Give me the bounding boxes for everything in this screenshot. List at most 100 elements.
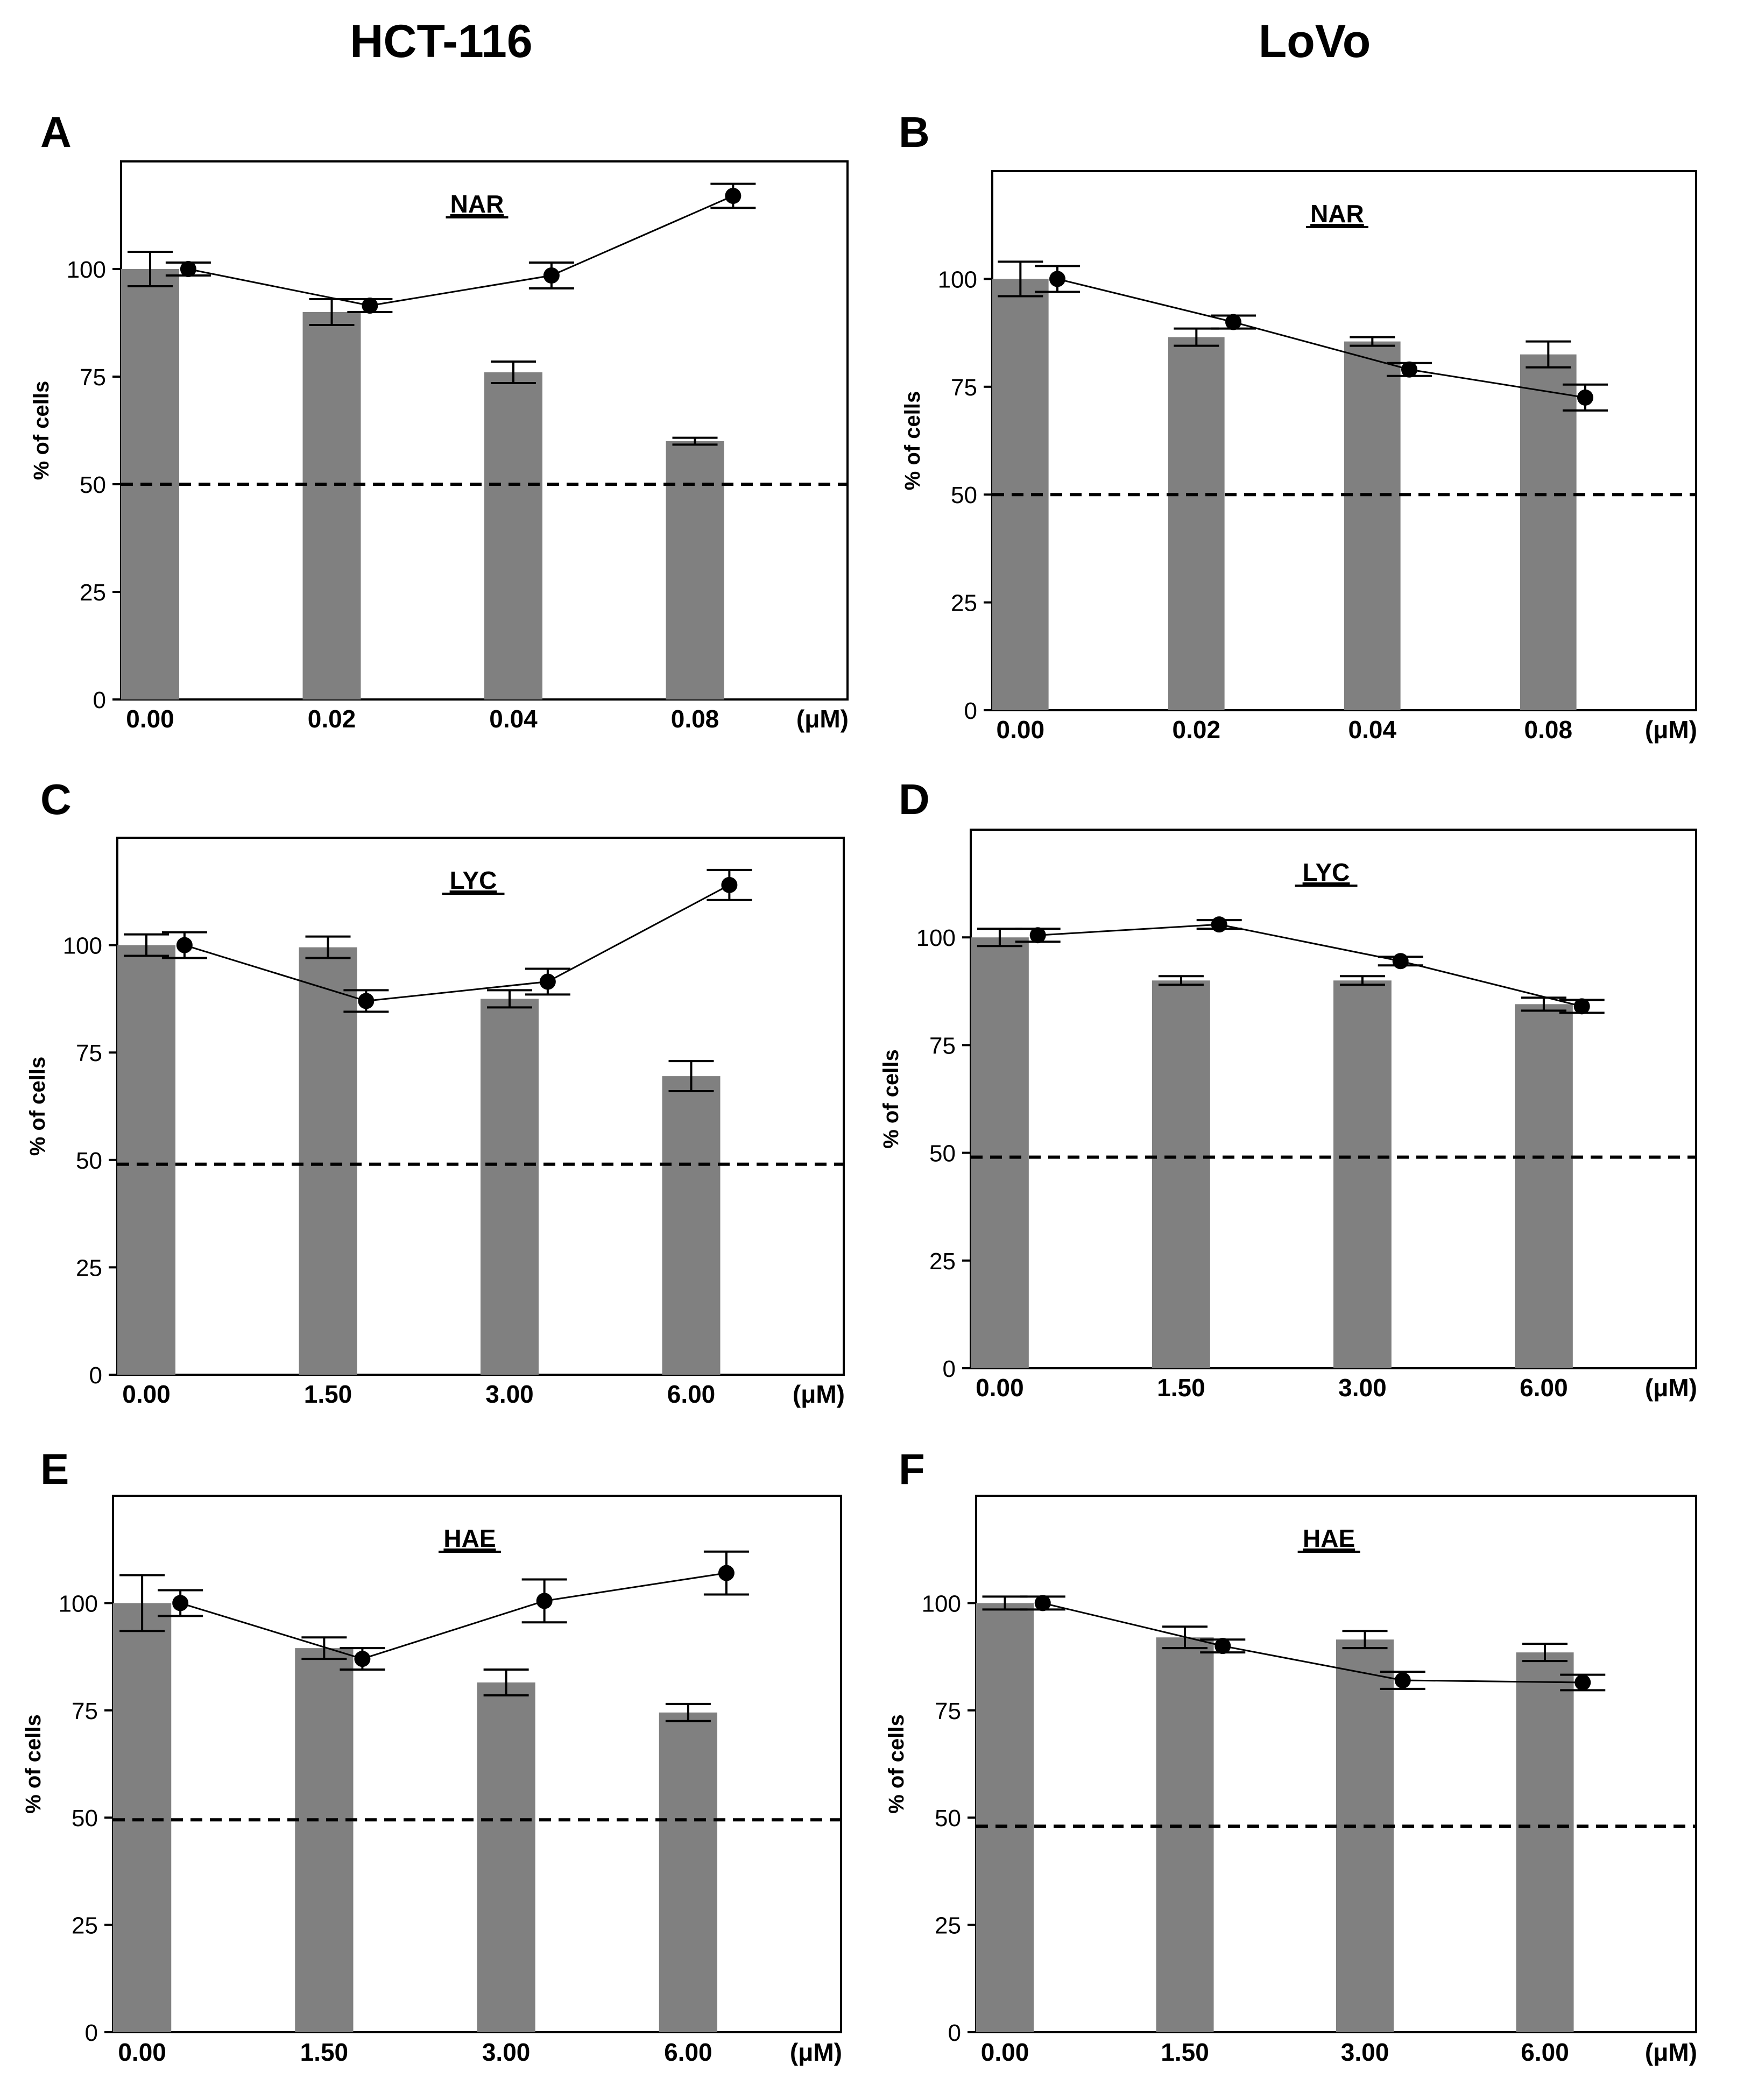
y-tick-label: 100 xyxy=(59,1590,98,1617)
bar xyxy=(1515,1004,1573,1368)
compound-title: HAE xyxy=(443,1524,496,1552)
series-line xyxy=(1042,1602,1583,1684)
data-point xyxy=(176,937,193,953)
y-tick-label: 100 xyxy=(916,925,956,951)
data-point xyxy=(358,993,375,1009)
y-tick-label: 0 xyxy=(964,698,977,724)
bar xyxy=(302,312,361,699)
panel-label-a: A xyxy=(40,108,72,156)
y-tick-label: 50 xyxy=(80,472,106,498)
x-tick-label: 6.00 xyxy=(1521,2038,1569,2066)
series-line xyxy=(184,884,730,1002)
y-axis-label: % of cells xyxy=(30,381,53,480)
bar xyxy=(477,1682,535,2032)
x-tick-label: 3.00 xyxy=(1341,2038,1389,2066)
data-point xyxy=(1049,271,1065,287)
data-point xyxy=(180,261,196,277)
data-point xyxy=(1215,1638,1231,1654)
bar xyxy=(666,441,724,699)
series-line xyxy=(1057,278,1586,399)
y-tick-label: 50 xyxy=(951,482,977,508)
bar xyxy=(659,1712,717,2032)
compound-title: NAR xyxy=(450,190,504,218)
data-point xyxy=(1573,998,1590,1015)
y-tick-label: 50 xyxy=(935,1805,961,1832)
y-tick-label: 75 xyxy=(72,1698,98,1724)
x-tick-label: 0.00 xyxy=(126,705,174,733)
data-point xyxy=(1401,361,1417,378)
x-tick-label: 0.00 xyxy=(997,716,1045,744)
y-tick-label: 75 xyxy=(76,1040,102,1066)
x-tick-label: 3.00 xyxy=(1338,1374,1387,1402)
bar xyxy=(1156,1637,1214,2032)
x-tick-label: 0.00 xyxy=(118,2038,166,2066)
data-point xyxy=(1034,1595,1051,1611)
y-tick-label: 100 xyxy=(63,933,102,959)
data-point xyxy=(543,267,560,284)
series-line xyxy=(180,1572,727,1660)
chart-d-lyc-lovo: 0 25 50 75 100 % of cells LYC 0.00 1.50 3.00 6.00 (… xyxy=(879,829,1697,1402)
y-tick-label: 50 xyxy=(929,1141,956,1167)
data-point xyxy=(1029,927,1046,944)
chart-c-lyc-hct116: 0 25 50 75 100 % of cells LYC 0.00 1.50 3.00 6.00 (… xyxy=(26,837,845,1408)
data-point xyxy=(718,1565,735,1581)
data-point xyxy=(1577,389,1593,406)
x-unit-label: (μM) xyxy=(796,705,849,733)
x-tick-label: 0.02 xyxy=(308,705,356,733)
data-point xyxy=(1225,314,1241,330)
bar xyxy=(662,1076,721,1375)
bar xyxy=(1336,1639,1394,2032)
x-tick-label: 0.04 xyxy=(1348,716,1397,744)
chart-b-nar-lovo: 0 25 50 75 100 % of cells NAR 0.00 0.02 0.04 0.08 (… xyxy=(901,170,1697,744)
data-point xyxy=(1394,1672,1411,1688)
bar xyxy=(1168,337,1225,710)
y-tick-label: 25 xyxy=(935,1913,961,1939)
y-tick-label: 25 xyxy=(929,1248,956,1275)
y-tick-label: 0 xyxy=(93,687,106,713)
series-line xyxy=(1037,923,1583,1007)
data-point xyxy=(1392,953,1409,970)
y-tick-label: 25 xyxy=(72,1913,98,1939)
panel-label-b: B xyxy=(899,108,930,156)
y-axis-label: % of cells xyxy=(885,1714,908,1814)
x-tick-label: 3.00 xyxy=(485,1380,534,1408)
bar xyxy=(976,1603,1034,2032)
bar xyxy=(1333,980,1392,1368)
y-tick-label: 25 xyxy=(951,590,977,617)
x-unit-label: (μM) xyxy=(1645,716,1697,744)
series-line xyxy=(188,195,733,307)
y-tick-label: 100 xyxy=(67,257,106,283)
y-tick-label: 75 xyxy=(80,364,106,391)
bar xyxy=(481,999,539,1375)
bar xyxy=(299,947,357,1375)
bar xyxy=(1516,1652,1574,2032)
panel-label-d: D xyxy=(899,775,930,823)
column-title-hct116: HCT-116 xyxy=(350,16,533,67)
y-tick-label: 50 xyxy=(72,1805,98,1832)
x-tick-label: 0.08 xyxy=(671,705,719,733)
x-tick-label: 0.08 xyxy=(1524,716,1573,744)
x-unit-label: (μM) xyxy=(1645,2038,1697,2066)
y-tick-label: 75 xyxy=(951,374,977,401)
compound-title: LYC xyxy=(450,866,497,894)
x-tick-label: 1.50 xyxy=(300,2038,349,2066)
x-tick-label: 0.00 xyxy=(976,1374,1024,1402)
data-point xyxy=(354,1651,371,1667)
x-tick-label: 0.04 xyxy=(489,705,538,733)
y-tick-label: 25 xyxy=(80,579,106,606)
x-tick-label: 0.02 xyxy=(1173,716,1221,744)
chart-e-hae-hct116: 0 25 50 75 100 % of cells HAE 0.00 1.50 3.00 6.00 (… xyxy=(22,1495,842,2066)
y-axis-label: % of cells xyxy=(879,1049,903,1149)
column-title-lovo: LoVo xyxy=(1258,16,1371,67)
x-unit-label: (μM) xyxy=(793,1380,845,1408)
x-tick-label: 1.50 xyxy=(304,1380,352,1408)
data-point xyxy=(362,298,378,314)
y-tick-label: 0 xyxy=(948,2020,961,2046)
bar xyxy=(295,1648,354,2032)
bar xyxy=(971,937,1029,1368)
y-tick-label: 100 xyxy=(922,1590,961,1617)
y-axis-label: % of cells xyxy=(901,391,924,491)
data-point xyxy=(725,188,742,204)
y-tick-label: 50 xyxy=(76,1148,102,1174)
compound-title: NAR xyxy=(1310,200,1364,228)
